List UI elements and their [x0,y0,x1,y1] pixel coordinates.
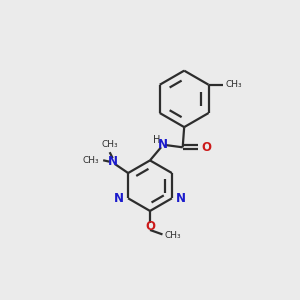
Text: N: N [176,192,186,205]
Text: N: N [108,155,118,168]
Text: O: O [145,220,155,233]
Text: O: O [202,141,212,154]
Text: N: N [158,138,167,152]
Text: H: H [153,135,161,145]
Text: CH₃: CH₃ [165,231,181,240]
Text: CH₃: CH₃ [226,80,242,89]
Text: CH₃: CH₃ [83,156,100,165]
Text: CH₃: CH₃ [101,140,118,149]
Text: N: N [114,192,124,205]
